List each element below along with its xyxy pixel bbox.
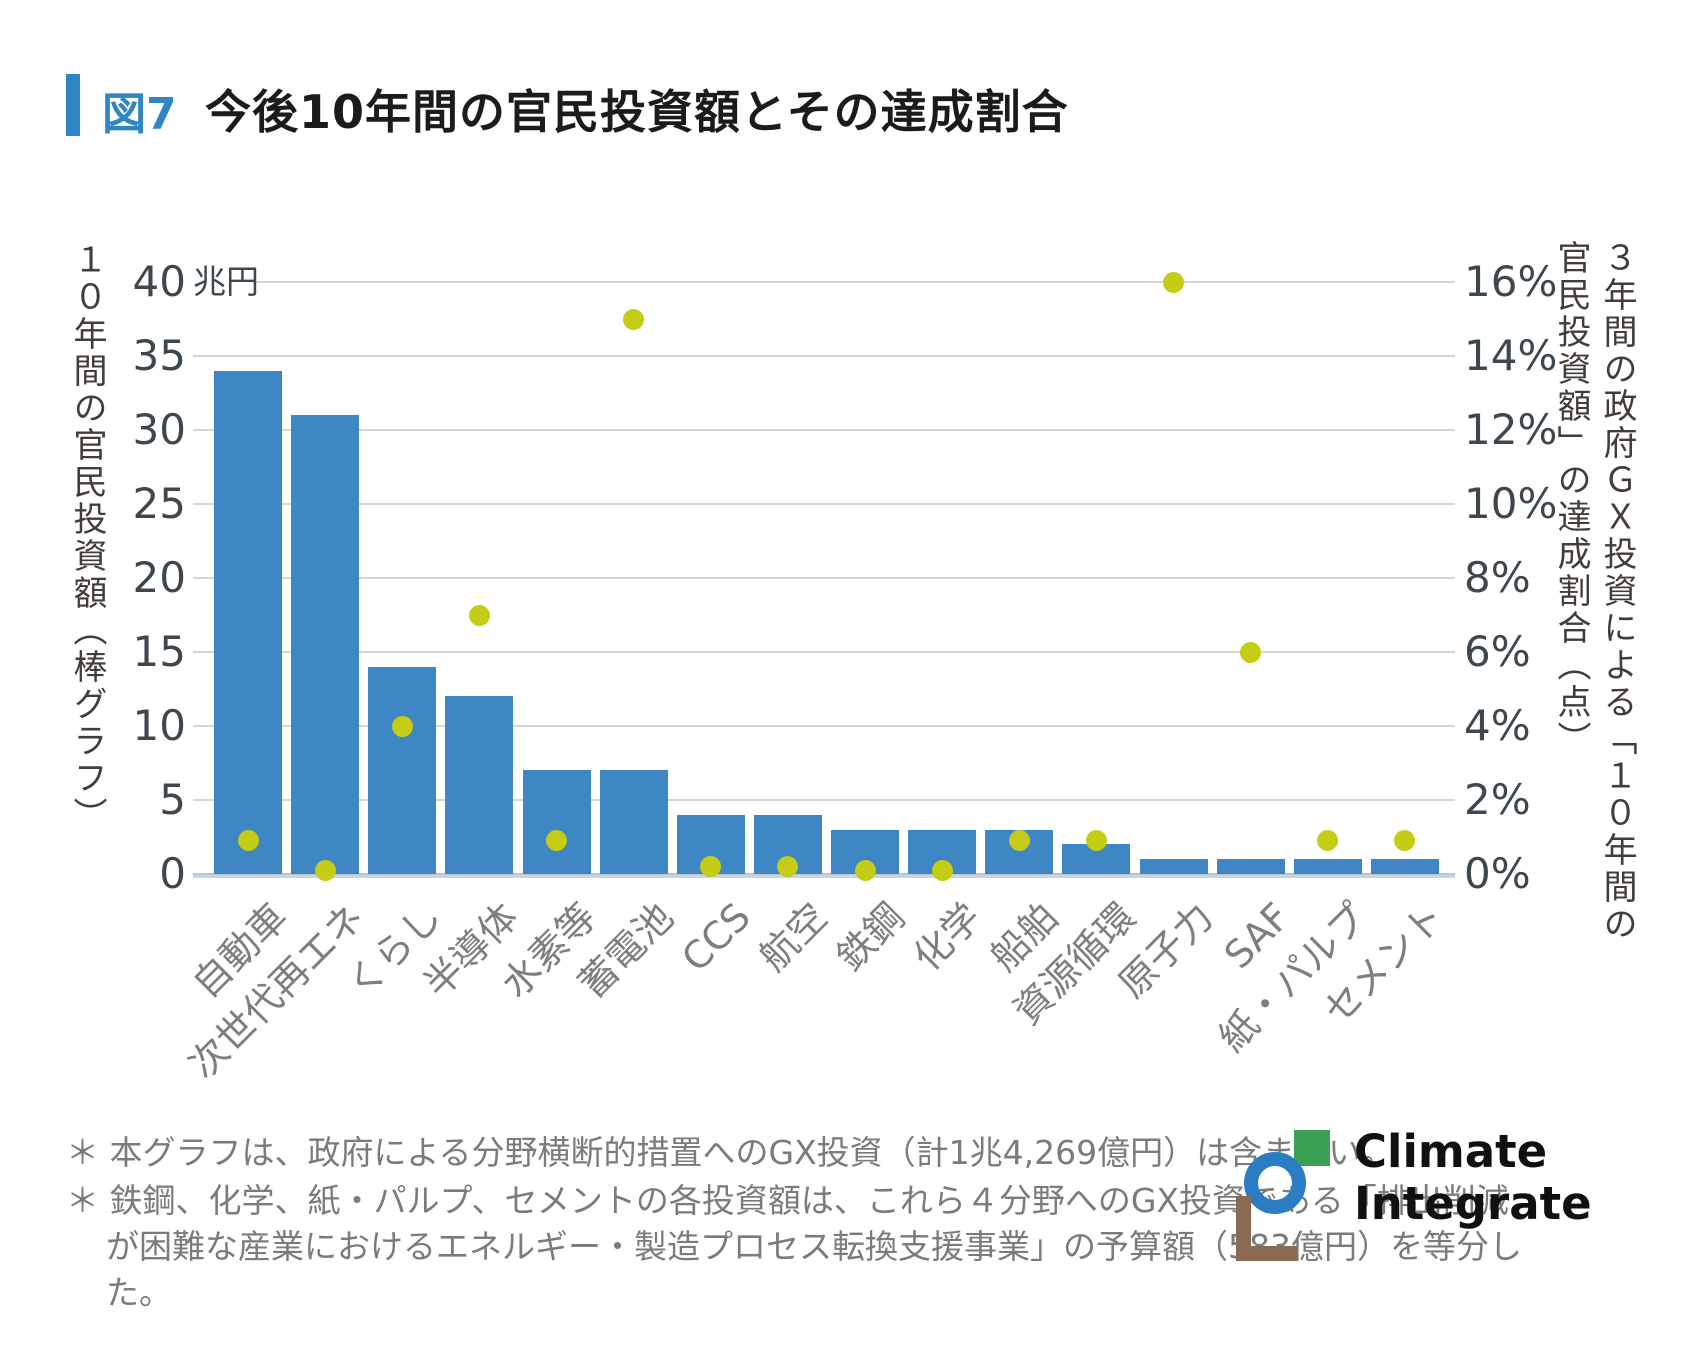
scatter-dot-資源循環 bbox=[1085, 830, 1107, 852]
logo-text-line1: Climate bbox=[1354, 1125, 1548, 1178]
scatter-dot-自動車 bbox=[237, 830, 259, 852]
accent-bar bbox=[66, 74, 80, 136]
gridline bbox=[253, 281, 1455, 283]
scatter-dot-船舶 bbox=[1008, 830, 1030, 852]
bar-原子力 bbox=[1139, 859, 1208, 874]
scatter-dot-航空 bbox=[777, 856, 799, 878]
right-axis-tick: 4% bbox=[1464, 701, 1531, 750]
right-axis-title: ３年間の政府ＧＸ投資による「１０年間の 官民投資額」の達成割合（点） bbox=[1548, 240, 1640, 943]
gridline bbox=[193, 577, 1455, 579]
logo-mark bbox=[1236, 1130, 1340, 1261]
right-axis-title-line1: ３年間の政府ＧＸ投資による「１０年間の bbox=[1597, 240, 1637, 943]
right-axis-tick: 2% bbox=[1464, 775, 1531, 824]
right-axis-tick: 0% bbox=[1464, 849, 1531, 898]
left-axis-tick: 40 bbox=[132, 257, 186, 306]
bar-次世代再エネ bbox=[291, 415, 360, 874]
footnote: ＊ 本グラフは、政府による分野横断的措置へのGX投資（計1兆4,269億円）は含… bbox=[66, 1133, 1395, 1172]
right-axis-tick: 12% bbox=[1464, 405, 1558, 454]
gridline bbox=[193, 799, 1455, 801]
left-axis-tick: 15 bbox=[132, 627, 186, 676]
bar-半導体 bbox=[445, 696, 514, 874]
scatter-dot-CCS bbox=[700, 856, 722, 878]
left-axis-tick: 0 bbox=[159, 849, 186, 898]
axis-baseline bbox=[193, 875, 1455, 878]
left-axis-tick: 25 bbox=[132, 479, 186, 528]
right-axis-tick: 16% bbox=[1464, 257, 1558, 306]
right-axis-tick: 14% bbox=[1464, 331, 1558, 380]
right-axis-tick: 6% bbox=[1464, 627, 1531, 676]
bar-蓄電池 bbox=[599, 770, 668, 874]
scatter-dot-紙・パルプ bbox=[1317, 830, 1339, 852]
category-label: 航空 bbox=[750, 894, 836, 980]
gridline bbox=[193, 873, 1455, 875]
left-axis-unit: 兆円 bbox=[193, 262, 259, 301]
scatter-dot-化学 bbox=[931, 859, 953, 881]
left-axis-tick: 30 bbox=[132, 405, 186, 454]
figure-title: 今後10年間の官民投資額とその達成割合 bbox=[205, 85, 1069, 139]
bar-セメント bbox=[1370, 859, 1439, 874]
scatter-dot-次世代再エネ bbox=[314, 859, 336, 881]
logo-text: Climate Integrate bbox=[1354, 1126, 1592, 1230]
scatter-dot-セメント bbox=[1394, 830, 1416, 852]
left-axis-title: １０年間の官民投資額（棒グラフ） bbox=[67, 242, 107, 834]
logo-text-line2: Integrate bbox=[1354, 1177, 1592, 1230]
bar-紙・パルプ bbox=[1293, 859, 1362, 874]
category-label: 鉄鋼 bbox=[827, 894, 913, 980]
gridline bbox=[193, 725, 1455, 727]
category-label: CCS bbox=[672, 894, 759, 981]
gridline bbox=[193, 503, 1455, 505]
right-axis-title-line2: 官民投資額」の達成割合（点） bbox=[1551, 240, 1591, 758]
logo-corner-icon bbox=[1236, 1196, 1297, 1261]
scatter-dot-くらし bbox=[391, 715, 413, 737]
figure-number: 図7 bbox=[102, 89, 177, 140]
gridline bbox=[193, 651, 1455, 653]
right-axis-tick: 10% bbox=[1464, 479, 1558, 528]
scatter-dot-水素等 bbox=[546, 830, 568, 852]
left-axis-tick: 10 bbox=[132, 701, 186, 750]
bar-SAF bbox=[1216, 859, 1285, 874]
scatter-dot-鉄鋼 bbox=[854, 859, 876, 881]
left-axis-tick: 20 bbox=[132, 553, 186, 602]
category-label: 化学 bbox=[905, 894, 990, 980]
bar-自動車 bbox=[214, 370, 282, 874]
gridline bbox=[193, 355, 1455, 357]
right-axis-tick: 8% bbox=[1464, 553, 1531, 602]
scatter-dot-半導体 bbox=[468, 604, 490, 626]
bar-くらし bbox=[368, 666, 437, 874]
logo-square-icon bbox=[1294, 1130, 1330, 1166]
gridline bbox=[193, 429, 1455, 431]
scatter-dot-原子力 bbox=[1163, 271, 1185, 293]
left-axis-tick: 35 bbox=[132, 331, 186, 380]
scatter-dot-SAF bbox=[1240, 641, 1262, 663]
left-axis-tick: 5 bbox=[159, 775, 186, 824]
scatter-dot-蓄電池 bbox=[623, 308, 645, 330]
bar-水素等 bbox=[522, 770, 591, 874]
